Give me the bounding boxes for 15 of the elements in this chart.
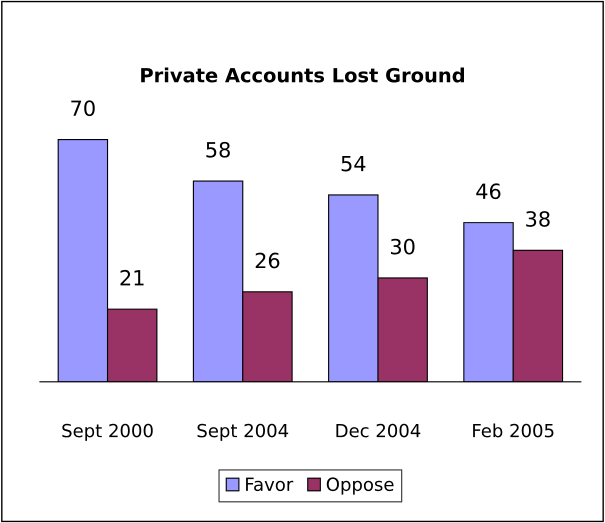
chart-title: Private Accounts Lost Ground [141,67,464,83]
data-label: 38 [526,211,550,227]
x-tick-label: Sept 2000 [62,424,153,441]
legend-label: Favor [246,478,294,492]
data-label: 70 [71,100,95,116]
legend-label: Oppose [326,477,394,495]
data-label: 54 [342,156,366,172]
data-label: 46 [476,183,500,200]
x-tick-label: Feb 2005 [473,423,554,438]
data-label: 30 [390,238,415,255]
x-tick-label: Dec 2004 [336,424,420,438]
data-label: 58 [206,142,230,158]
data-label: 26 [256,252,280,268]
data-label: 21 [120,270,144,286]
x-tick-label: Sept 2004 [198,424,288,441]
